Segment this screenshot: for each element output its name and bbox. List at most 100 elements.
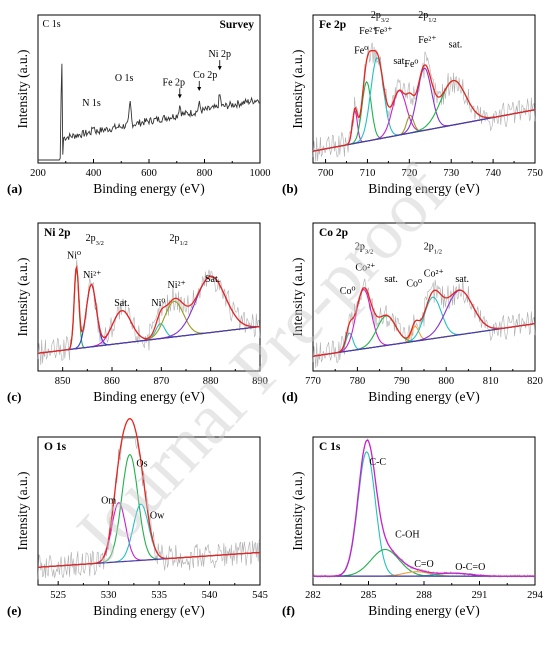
component-label: Fe³⁺ — [374, 26, 392, 37]
x-tick-label: 730 — [443, 168, 459, 179]
x-tick-label: 285 — [361, 590, 377, 601]
x-tick-label: 870 — [153, 376, 169, 387]
panel-label: (c) — [7, 389, 21, 404]
panel-title: C 1s — [319, 441, 341, 453]
plot-frame — [37, 436, 261, 586]
y-axis-label: Intensity (a.u.) — [290, 49, 305, 128]
watermark-text: Journal Pre-proof — [58, 151, 462, 576]
x-tick-label: 294 — [527, 590, 544, 601]
component-label: Sat. — [205, 274, 220, 285]
peak-label: Fe 2p — [163, 77, 186, 88]
panel-title: Ni 2p — [44, 227, 71, 239]
series-raw — [312, 42, 536, 162]
x-tick-label: 700 — [318, 168, 334, 179]
chart-panel-o1s: 525 530 535 540 545 Binding energy (eV) Intens… — [7, 418, 268, 618]
component-label: Fe²⁺ — [359, 26, 377, 37]
x-tick-label: 530 — [101, 590, 117, 601]
plot-frame — [37, 222, 261, 372]
x-tick-label: 860 — [104, 376, 120, 387]
series-envelope — [37, 264, 261, 354]
component-label: C-C — [369, 457, 386, 468]
x-axis-label: Binding energy (eV) — [368, 181, 479, 196]
y-axis-label: Intensity (a.u.) — [290, 257, 305, 336]
y-axis-label: Intensity (a.u.) — [15, 49, 30, 128]
x-tick-label: 600 — [141, 168, 157, 179]
x-tick-label: 800 — [197, 168, 213, 179]
component-label: sat. — [393, 56, 407, 67]
peak-arrowhead — [217, 66, 222, 71]
peak-arrowhead — [177, 94, 182, 99]
x-tick-label: 740 — [485, 168, 501, 179]
orbital-annotation: 2p3/2 — [355, 242, 373, 256]
panel-label: (e) — [7, 603, 21, 618]
y-axis-label: Intensity (a.u.) — [290, 471, 305, 550]
orbital-annotation: 2p1/2 — [169, 233, 187, 247]
series-survey — [38, 63, 261, 161]
orbital-annotation: 2p3/2 — [86, 233, 104, 247]
panel-title: Survey — [220, 19, 255, 31]
peak-arrowhead — [197, 86, 202, 91]
x-tick-label: 710 — [360, 168, 376, 179]
component-label: sat. — [449, 40, 463, 51]
x-axis-label: Binding energy (eV) — [368, 603, 479, 618]
plot-frame — [37, 14, 261, 164]
component-label: Ni⁰ — [151, 298, 165, 309]
x-tick-label: 890 — [252, 376, 268, 387]
component-label: sat. — [384, 274, 398, 285]
component-label: Co²⁺ — [424, 268, 444, 279]
y-axis-label: Intensity (a.u.) — [15, 471, 30, 550]
y-axis-label: Intensity (a.u.) — [15, 257, 30, 336]
x-tick-label: 790 — [394, 376, 410, 387]
component-label: Ow — [150, 510, 165, 521]
x-tick-label: 720 — [401, 168, 417, 179]
x-tick-label: 545 — [252, 590, 268, 601]
x-tick-label: 282 — [305, 590, 321, 601]
chart-panel-survey: 200 400 600 800 1000 Binding energy (eV) Inten… — [7, 14, 271, 196]
x-tick-label: 750 — [527, 168, 543, 179]
x-axis-label: Binding energy (eV) — [93, 389, 204, 404]
panel-label: (d) — [282, 389, 298, 404]
component-label: Co⁰ — [340, 286, 356, 297]
x-tick-label: 525 — [50, 590, 66, 601]
x-tick-label: 850 — [55, 376, 71, 387]
component-label: O-C=O — [455, 562, 485, 573]
series-raw — [312, 278, 536, 368]
component-label: Os — [136, 459, 147, 470]
panel-title: Co 2p — [319, 227, 348, 239]
panel-label: (a) — [7, 181, 22, 196]
component-label: Ni²⁺ — [167, 280, 185, 291]
series-envelope — [313, 439, 535, 577]
x-tick-label: 800 — [438, 376, 454, 387]
x-tick-label: 820 — [527, 376, 543, 387]
chart-panel-fe2p: 700 710 720 730 740 750 Binding energy (eV) Int… — [282, 10, 543, 196]
chart-panel-c1s: 282 285 288 291 294 Binding energy (eV) Intens… — [282, 436, 544, 618]
component-label: C-OH — [395, 530, 419, 541]
chart-panel-ni2p: 850 860 870 880 890 Binding energy (eV) Intens… — [7, 222, 268, 404]
component-label: sat. — [455, 274, 469, 285]
panel-label: (b) — [282, 181, 298, 196]
component-label: Om — [101, 496, 116, 507]
component-label: Fe⁰ — [354, 45, 368, 56]
component-label: Fe⁰ — [404, 59, 418, 70]
component-label: Co⁰ — [406, 279, 422, 290]
peak-label: Ni 2p — [209, 49, 232, 60]
x-tick-label: 291 — [472, 590, 488, 601]
series-envelope — [38, 418, 261, 568]
component-label: C=O — [414, 559, 434, 570]
component-label: Co²⁺ — [355, 262, 375, 273]
peak-label: C 1s — [43, 19, 61, 30]
x-axis-label: Binding energy (eV) — [93, 181, 204, 196]
x-tick-label: 288 — [416, 590, 432, 601]
plot-frame — [312, 14, 536, 164]
x-tick-label: 810 — [483, 376, 499, 387]
peak-label: O 1s — [115, 73, 134, 84]
series-raw — [312, 438, 536, 579]
chart-panel-co2p: 770 780 790 800 810 820 Binding energy (eV) Int… — [282, 222, 543, 404]
x-tick-label: 770 — [305, 376, 321, 387]
x-tick-label: 880 — [203, 376, 219, 387]
component-label: Ni⁰ — [67, 251, 81, 262]
x-tick-label: 400 — [86, 168, 102, 179]
series-envelope — [312, 287, 536, 357]
peak-label: N 1s — [82, 98, 101, 109]
